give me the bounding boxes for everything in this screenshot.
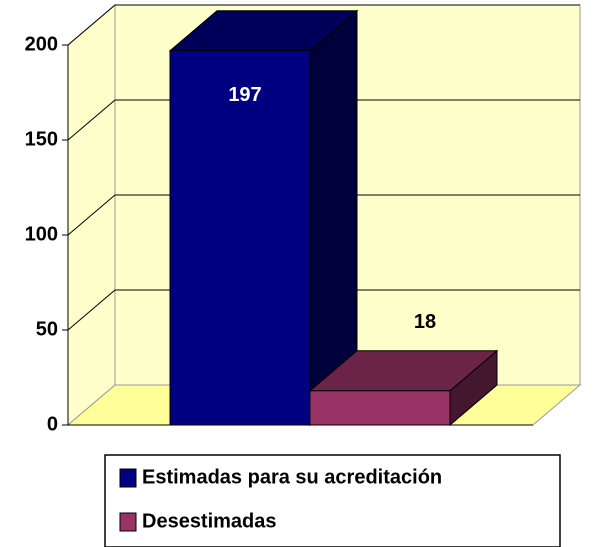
- y-tick-label: 100: [25, 223, 58, 245]
- legend-swatch: [119, 468, 137, 488]
- data-label: 18: [414, 311, 436, 333]
- bar: [309, 390, 451, 426]
- y-tick-label: 150: [25, 128, 58, 150]
- legend-swatch: [119, 512, 137, 532]
- grid-line: [67, 289, 580, 331]
- bar: [169, 50, 311, 426]
- y-tick-label: 50: [36, 318, 58, 340]
- y-tick-label: 200: [25, 33, 58, 55]
- data-label: 197: [228, 84, 261, 106]
- legend-label: Estimadas para su acreditación: [142, 466, 442, 488]
- legend-label: Desestimadas: [142, 510, 277, 532]
- grid-line: [67, 4, 580, 46]
- grid-line: [67, 99, 580, 141]
- y-tick-label: 0: [47, 413, 58, 435]
- legend: [104, 454, 561, 547]
- grid-line: [67, 194, 580, 236]
